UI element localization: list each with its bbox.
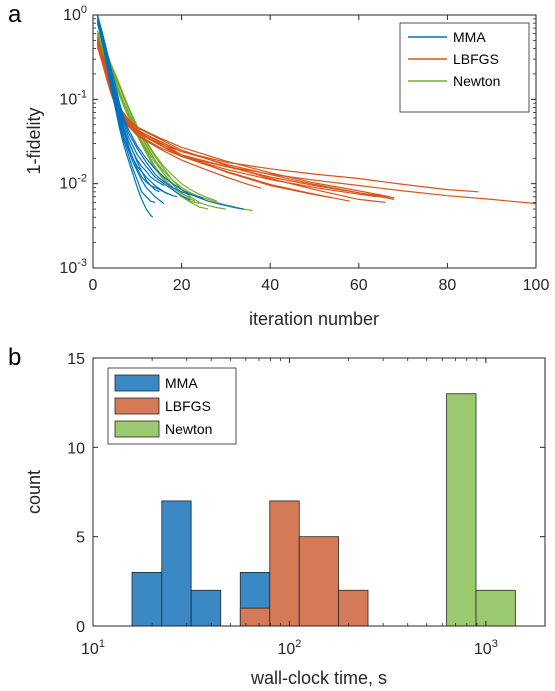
- legend-swatch-newton: [114, 420, 160, 438]
- legend-label-newton: Newton: [453, 73, 500, 89]
- panel-b-legend: MMA LBFGS Newton: [107, 367, 237, 445]
- x-tick-label: 102: [277, 638, 301, 658]
- panel-a-x-axis-label: iteration number: [249, 309, 379, 329]
- y-tick-label: 10-1: [59, 88, 87, 108]
- panel-a-legend-box: [399, 22, 530, 113]
- newton-bar: [446, 393, 477, 627]
- y-tick-label: 5: [76, 530, 85, 547]
- legend-label-mma: MMA: [165, 375, 198, 391]
- y-tick-label: 10-3: [59, 257, 87, 277]
- lbfgs-run-line: [96, 42, 333, 199]
- lbfgs-bar: [269, 500, 300, 627]
- mma-bar: [131, 572, 163, 627]
- y-tick-label: 15: [67, 351, 85, 368]
- x-tick-label: 40: [261, 277, 279, 294]
- series-mma: [96, 15, 244, 218]
- panel-a-y-ticks: 10-3 10-2 10-1 100: [59, 4, 536, 277]
- mma-bar: [190, 589, 222, 627]
- panel-a-y-axis-label: 1-fidelity: [24, 107, 44, 174]
- legend-label-mma: MMA: [453, 29, 486, 45]
- panel-b-x-ticks: 101 102 103: [81, 358, 546, 658]
- x-tick-label: 103: [474, 638, 498, 658]
- x-tick-label: 100: [523, 277, 550, 294]
- y-tick-label: 100: [63, 4, 87, 24]
- x-tick-label: 80: [439, 277, 457, 294]
- panel-b-y-ticks: 0 5 10 15: [67, 351, 545, 636]
- y-tick-label: 0: [76, 619, 85, 636]
- legend-swatch-lbfgs: [114, 397, 160, 415]
- panel-a-line-chart: a 0 20 40 60 80 100 10-3 10-2 10-1 100 iteration…: [8, 1, 549, 329]
- panel-b-bars: [131, 393, 516, 627]
- x-tick-label: 60: [350, 277, 368, 294]
- panel-a-x-ticks: 0 20 40 60 80 100: [89, 15, 550, 294]
- mma-run-line: [96, 15, 165, 187]
- lbfgs-run-line: [96, 46, 262, 189]
- lbfgs-bar: [338, 589, 369, 627]
- x-tick-label: 20: [173, 277, 191, 294]
- y-tick-label: 10: [67, 440, 85, 457]
- mma-run-line: [96, 15, 244, 210]
- newton-bar: [475, 589, 516, 627]
- x-tick-label: 0: [89, 277, 98, 294]
- panel-a-legend: MMA LBFGS Newton: [399, 22, 530, 113]
- lbfgs-bar: [239, 607, 271, 627]
- mma-bar: [161, 500, 192, 627]
- y-tick-label: 10-2: [59, 173, 87, 193]
- x-tick-label: 101: [81, 638, 105, 658]
- panel-b-histogram: b 101 102 103 0 5 10 15 wall-clock time, s co…: [8, 344, 546, 688]
- panel-a-series-lines: [96, 15, 536, 218]
- panel-b-y-axis-label: count: [24, 470, 44, 514]
- panel-b-letter: b: [8, 344, 21, 371]
- legend-swatch-mma: [114, 374, 160, 392]
- series-lbfgs: [239, 500, 369, 627]
- panel-a-letter: a: [8, 1, 22, 28]
- lbfgs-run-line: [96, 44, 536, 205]
- panel-b-x-axis-label: wall-clock time, s: [250, 668, 387, 688]
- series-newton: [446, 393, 516, 627]
- mma-run-line: [96, 16, 205, 199]
- legend-label-lbfgs: LBFGS: [453, 51, 499, 67]
- legend-label-newton: Newton: [165, 421, 212, 437]
- lbfgs-bar: [298, 536, 339, 627]
- legend-label-lbfgs: LBFGS: [165, 398, 211, 414]
